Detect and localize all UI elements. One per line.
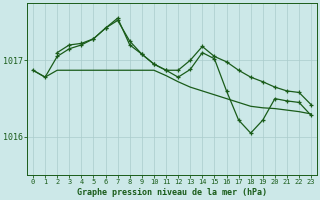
X-axis label: Graphe pression niveau de la mer (hPa): Graphe pression niveau de la mer (hPa) xyxy=(77,188,267,197)
